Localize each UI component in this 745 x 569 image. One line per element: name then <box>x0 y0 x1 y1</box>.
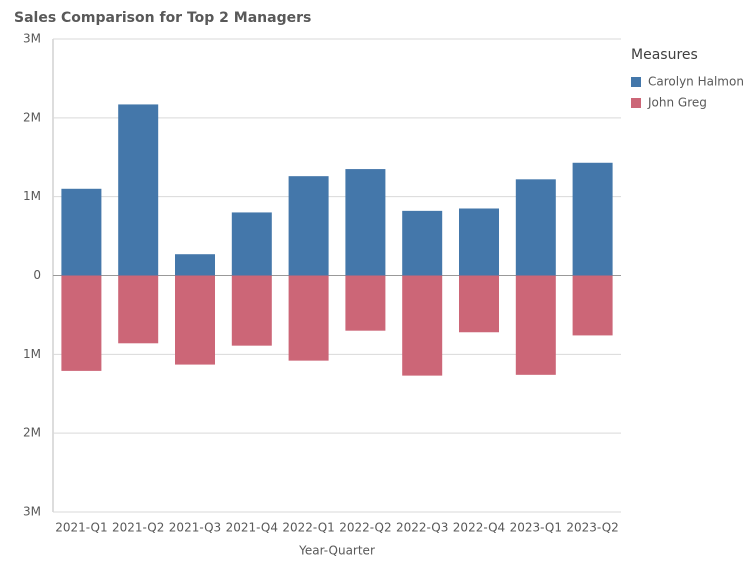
x-tick-label: 2023-Q1 <box>510 521 562 535</box>
bar <box>402 210 443 276</box>
legend-swatch <box>631 98 641 108</box>
bar <box>515 179 556 276</box>
y-tick-label: 3M <box>23 505 41 519</box>
y-tick-label: 2M <box>23 426 41 440</box>
x-tick-label: 2023-Q2 <box>566 521 618 535</box>
bar <box>118 104 159 276</box>
x-tick-label: 2022-Q4 <box>453 521 505 535</box>
bar <box>572 162 613 276</box>
x-tick-label: 2021-Q4 <box>226 521 278 535</box>
y-tick-label: 2M <box>23 110 41 124</box>
y-tick-label: 1M <box>23 189 41 203</box>
bar <box>459 208 499 276</box>
x-tick-label: 2021-Q3 <box>169 521 221 535</box>
y-tick-label: 3M <box>23 32 41 46</box>
bar <box>288 176 329 276</box>
bar <box>515 275 556 375</box>
bar <box>118 275 159 344</box>
legend-swatch <box>631 77 641 87</box>
chart-title: Sales Comparison for Top 2 Managers <box>14 10 311 26</box>
bar <box>345 275 386 331</box>
legend-title: Measures <box>631 47 698 63</box>
x-tick-label: 2022-Q1 <box>282 521 334 535</box>
x-tick-label: 2022-Q3 <box>396 521 448 535</box>
x-tick-label: 2021-Q2 <box>112 521 164 535</box>
legend-label: Carolyn Halmon <box>648 75 744 89</box>
x-tick-label: 2021-Q1 <box>55 521 107 535</box>
bar <box>61 275 102 371</box>
bar <box>175 275 215 365</box>
bar <box>288 275 329 361</box>
legend-label: John Greg <box>647 96 707 110</box>
bar <box>231 212 272 276</box>
bar <box>175 254 215 276</box>
bar <box>459 275 499 333</box>
x-axis-label: Year-Quarter <box>298 544 375 558</box>
y-tick-label: 1M <box>23 347 41 361</box>
bar <box>402 275 443 376</box>
x-tick-label: 2022-Q2 <box>339 521 391 535</box>
bar <box>61 188 102 276</box>
bar <box>572 275 613 336</box>
bar <box>231 275 272 346</box>
bar <box>345 169 386 276</box>
y-tick-label: 0 <box>33 268 41 282</box>
